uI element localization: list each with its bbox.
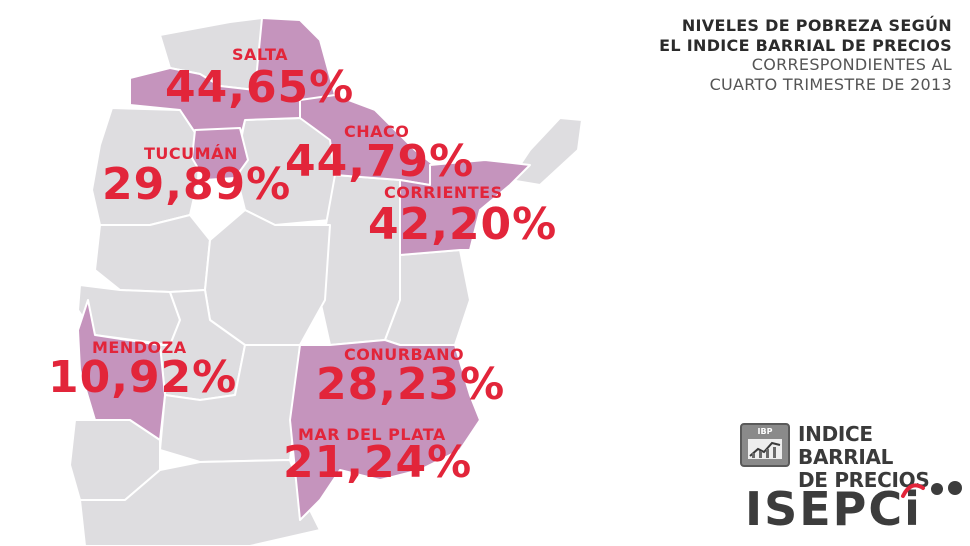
region-value-conurbano: 28,23% [316,359,506,410]
ibp-name-line-1: INDICE BARRIAL [798,422,894,469]
ibp-trend-icon [748,439,782,459]
region-name-salta: SALTA [232,45,289,64]
label-corrientes: CORRIENTES [384,185,503,201]
province-larioja [94,214,211,293]
province-mendoza [77,299,166,441]
title-line-2: EL INDICE BARRIAL DE PRECIOS [659,35,952,55]
isepci-wordmark: ISEPCi [745,482,922,536]
region-name-tucuman: TUCUMÁN [144,144,238,163]
ibp-chart-icon: IBP [740,423,790,467]
value-tucuman-wrap: 29,89% [102,163,291,207]
label-mardelplata: MAR DEL PLATA [298,427,446,443]
title-block: NIVELES DE POBREZA SEGÚN EL INDICE BARRI… [659,16,952,94]
province-buenos-aires [289,339,481,521]
title-line-4: CUARTO TRIMESTRE DE 2013 [709,74,952,94]
isepci-dots-icon [901,481,962,498]
highlighted-provinces [77,17,531,521]
ibp-name: INDICE BARRIAL DE PRECIOS [798,423,965,492]
province-tucuman [191,127,249,181]
region-value-mardelplata: 21,24% [283,437,473,488]
value-mendoza-wrap: 10,92% [48,356,237,400]
title-line-1: NIVELES DE POBREZA SEGÚN [681,16,952,35]
ibp-name-line-2: DE PRECIOS [798,468,930,492]
label-mendoza: MENDOZA [92,340,187,356]
label-tucuman: TUCUMÁN [144,146,238,162]
region-value-corrientes: 42,20% [368,199,558,250]
ibp-logo: IBP INDICE BARRIAL DE PRECIOS [740,423,965,492]
isepci-logo: ISEPCi [745,478,965,538]
province-corrientes [399,159,531,256]
region-name-chaco: CHACO [344,122,410,141]
value-mardelplata-wrap: 21,24% [283,441,472,485]
value-chaco-wrap: 44,79% [285,140,474,184]
value-salta-wrap: 44,65% [165,66,354,110]
region-name-mendoza: MENDOZA [92,338,187,357]
region-value-salta: 44,65% [165,62,355,113]
region-name-mardelplata: MAR DEL PLATA [298,425,446,444]
region-value-tucuman: 29,89% [102,159,292,210]
label-salta: SALTA [232,47,288,63]
region-value-chaco: 44,79% [285,136,475,187]
value-corrientes-wrap: 42,20% [368,203,557,247]
value-conurbano-wrap: 28,23% [316,363,505,407]
region-name-corrientes: CORRIENTES [384,183,503,202]
label-chaco: CHACO [344,124,409,140]
region-name-conurbano: CONURBANO [344,345,465,364]
title-line-3: CORRESPONDIENTES AL [751,55,952,75]
ibp-box-label: IBP [757,427,773,436]
label-conurbano: CONURBANO [344,347,464,363]
region-value-mendoza: 10,92% [48,352,238,403]
province-cordoba [204,209,331,346]
